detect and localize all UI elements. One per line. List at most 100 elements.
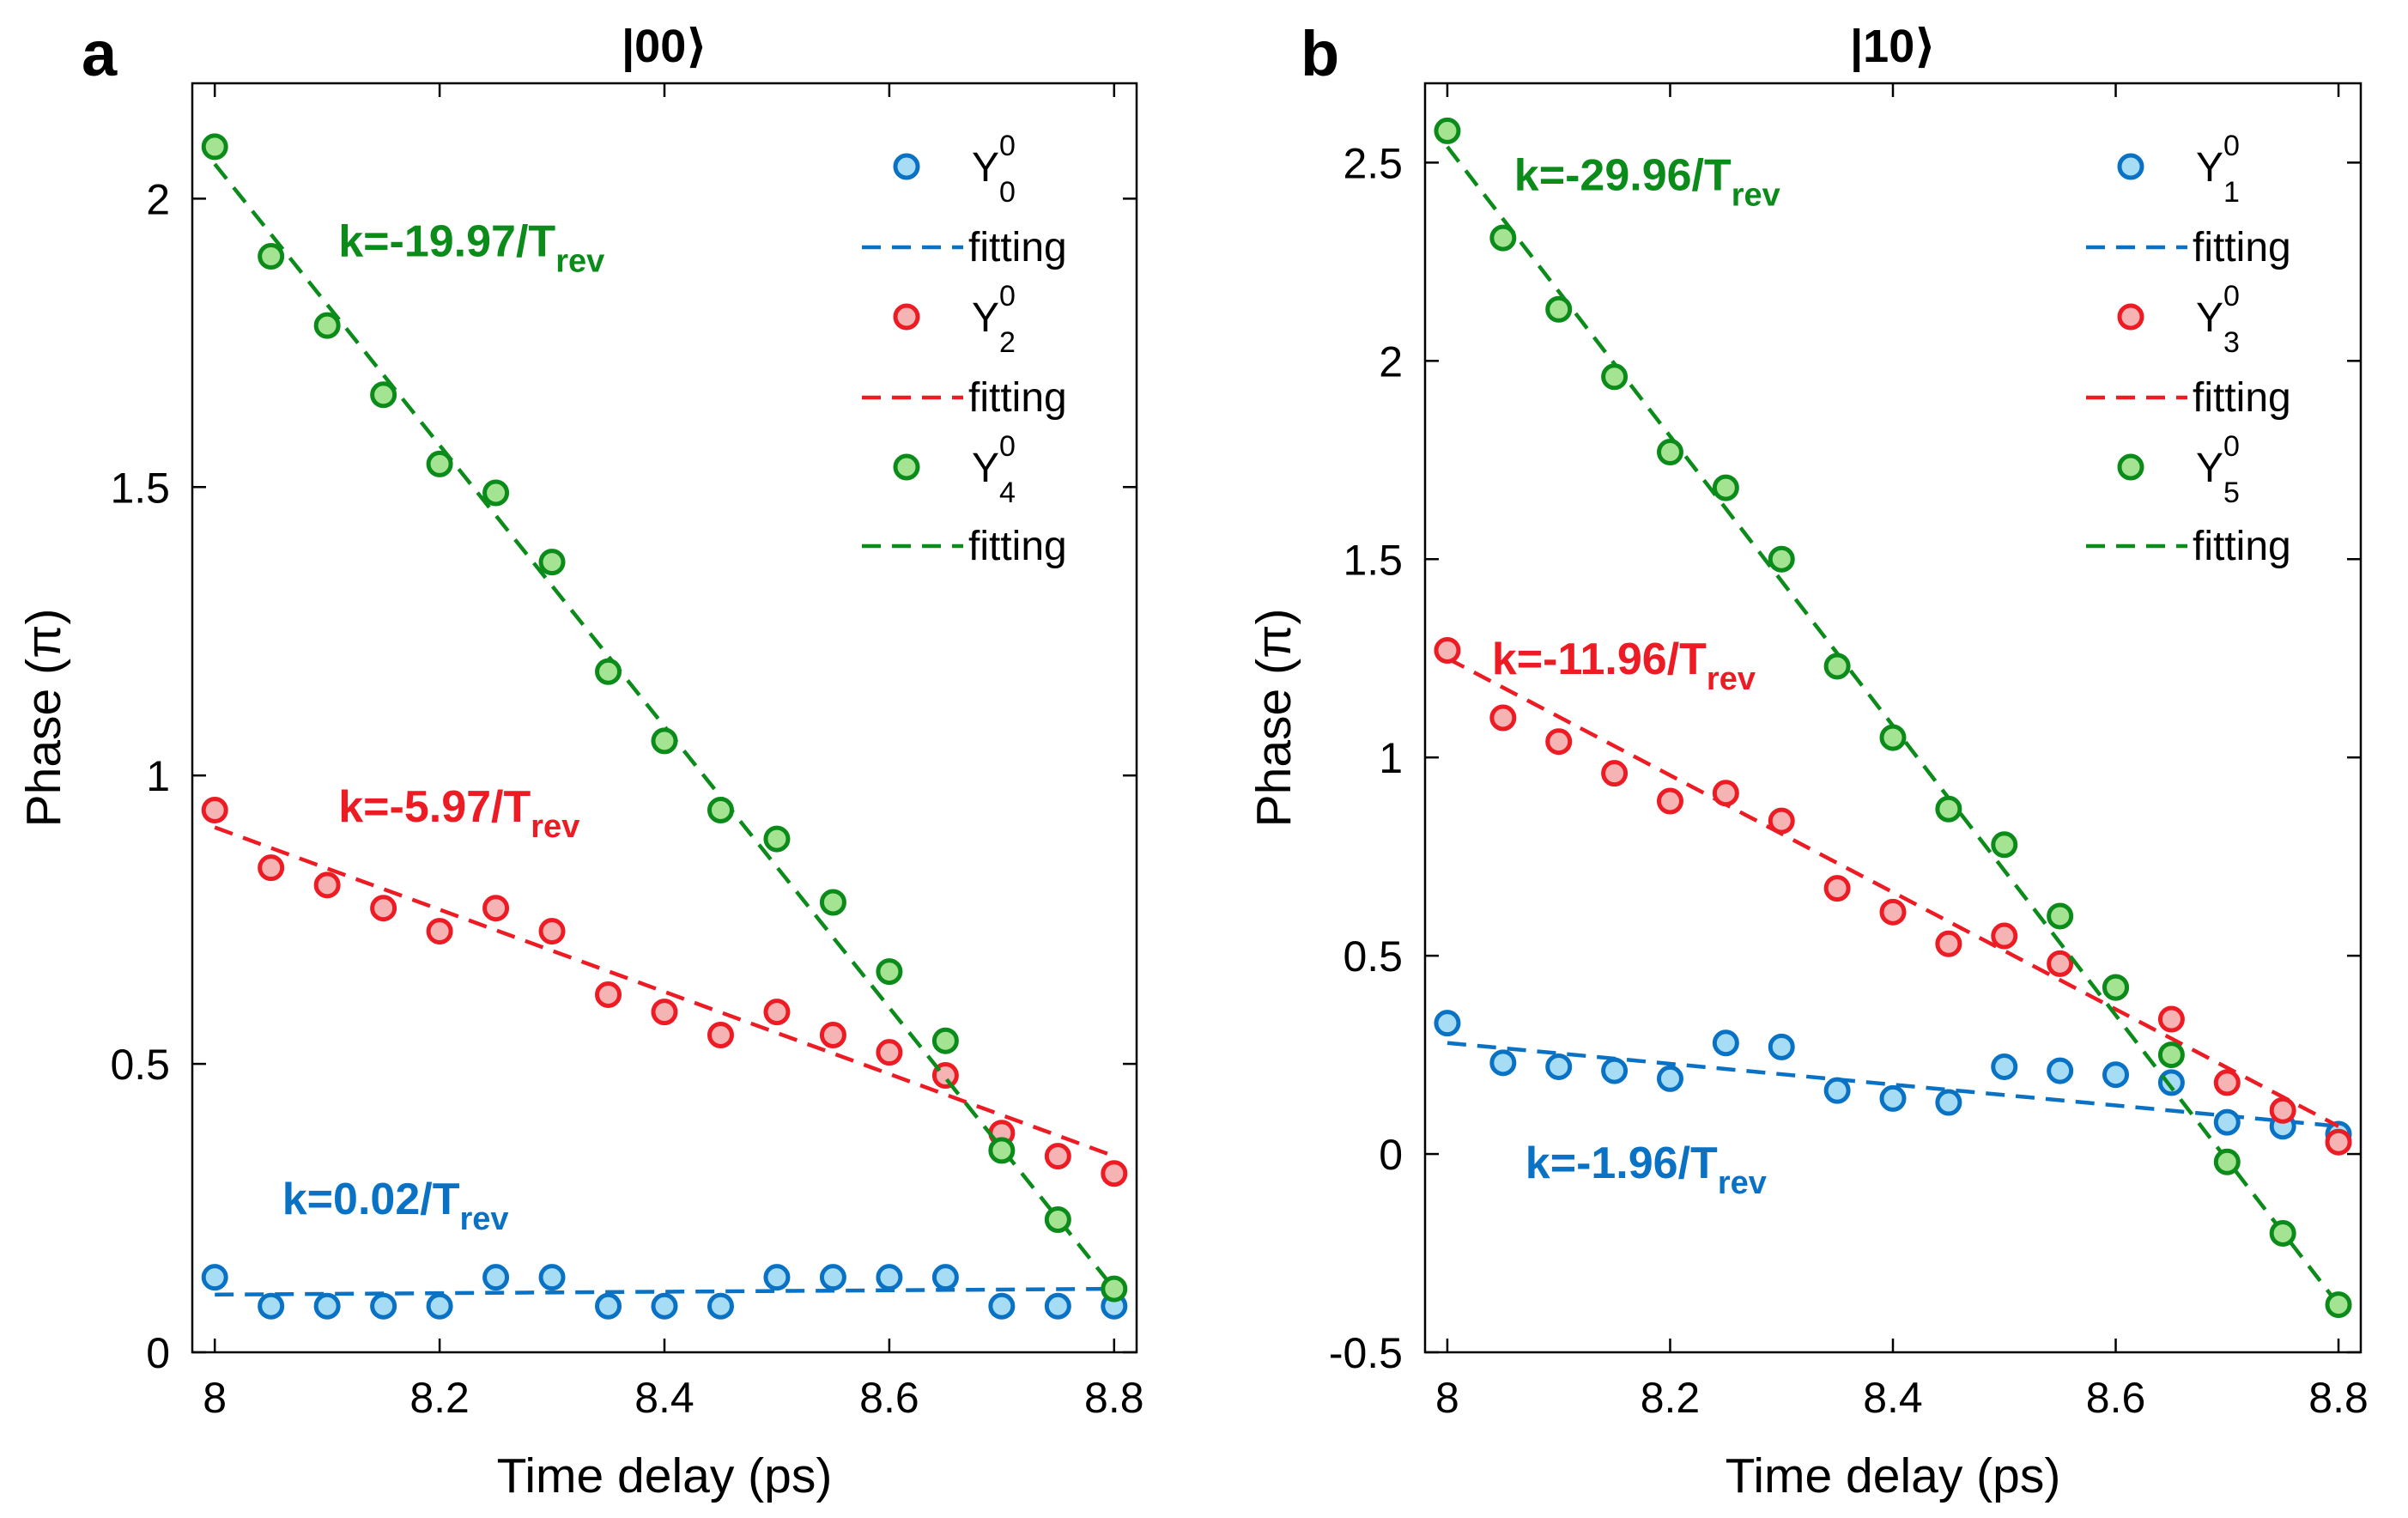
data-point [651, 1292, 678, 1320]
data-point [1823, 653, 1851, 680]
slope-annotation: k=-11.96/Trev [1492, 635, 1756, 697]
data-point [313, 1292, 341, 1320]
x-tick-label: 8.2 [1641, 1374, 1701, 1422]
slope-annotation-sub: rev [531, 809, 579, 845]
data-point [2157, 1005, 2185, 1033]
slope-annotation-sub: rev [555, 244, 604, 280]
data-point [1489, 1049, 1517, 1077]
legend-fit-label: fitting [968, 524, 1067, 569]
slope-annotation: k=-1.96/Trev [1525, 1138, 1767, 1201]
axes-frame [191, 82, 1138, 1354]
y-tick-label: 0 [146, 1329, 170, 1377]
legend-marker [893, 303, 920, 331]
panel-label: b [1301, 18, 1339, 89]
panel-b: 8 8.2 8.4 8.6 8.8 -0.5 0 0.5 1 1.5 2 2.5 Time delay … [1246, 18, 2369, 1503]
data-point [370, 1292, 397, 1320]
data-point [1879, 724, 1907, 751]
data-point [1489, 224, 1517, 252]
data-point [595, 1292, 622, 1320]
data-point [2157, 1041, 2185, 1069]
slope-annotation: k=-29.96/Trev [1514, 151, 1780, 214]
data-point [1434, 1010, 1461, 1037]
legend-label-sup: 0 [2223, 130, 2240, 162]
x-axis-label: Time delay (ps) [1726, 1448, 2061, 1503]
series-4: k=-19.97/Trev Y40 fitting [201, 133, 1128, 1302]
legend-label-sup: 0 [999, 130, 1016, 162]
y-tick-label: 2 [146, 175, 170, 223]
panel-a: 8 8.2 8.4 8.6 8.8 0 0.5 1 1.5 2 Time delay (ps) Pha… [16, 18, 1144, 1503]
legend-fit-label: fitting [968, 225, 1067, 270]
slope-annotation-sub: rev [459, 1201, 508, 1237]
data-point [538, 1264, 566, 1291]
data-point [370, 895, 397, 922]
data-point [1879, 1084, 1907, 1112]
legend-label-Y: Y [2196, 295, 2223, 341]
data-point [1601, 1057, 1629, 1084]
x-tick-label: 8.6 [859, 1374, 919, 1422]
data-point [707, 796, 734, 823]
x-tick-label: 8.8 [1084, 1374, 1144, 1422]
legend-marker [2117, 153, 2144, 180]
x-tick-label: 8.6 [2086, 1374, 2146, 1422]
legend-marker [2117, 453, 2144, 481]
data-point [651, 727, 678, 755]
data-point [1879, 898, 1907, 926]
legend-label-sup: 0 [999, 280, 1016, 313]
data-point [313, 312, 341, 339]
legend-label-sub: 2 [999, 326, 1016, 359]
data-point [1489, 704, 1517, 732]
legend-fit-label: fitting [2193, 225, 2291, 270]
y-axis-label: Phase (π) [1246, 609, 1301, 828]
data-point [1712, 780, 1739, 807]
data-point [819, 1022, 846, 1048]
legend-fit-label: fitting [968, 375, 1067, 421]
slope-annotation-sub: rev [1718, 1165, 1767, 1201]
y-tick-label: 0 [1379, 1131, 1403, 1179]
data-point [876, 1264, 903, 1291]
data-point [2325, 1128, 2352, 1156]
legend-label-Y: Y [2196, 446, 2223, 491]
legend-label: Y1 0 [2196, 130, 2240, 209]
data-point [595, 658, 622, 685]
data-point [2213, 1108, 2241, 1136]
data-point [1823, 875, 1851, 902]
y-tick-label: 0.5 [110, 1041, 170, 1089]
data-point [1991, 1053, 2018, 1080]
legend-label: Y4 0 [972, 430, 1016, 509]
x-tick-label: 8.4 [1863, 1374, 1923, 1422]
legend-label-sup: 0 [999, 430, 1016, 463]
x-tick-label: 8 [203, 1374, 227, 1422]
data-point [2102, 974, 2130, 1001]
data-point [2325, 1291, 2352, 1319]
legend-marker [893, 153, 920, 180]
legend-fit-label: fitting [2193, 375, 2291, 421]
legend-label-sub: 3 [2223, 326, 2240, 359]
legend-label-sub: 1 [2223, 176, 2240, 209]
data-point [1768, 545, 1795, 573]
x-tick-label: 8.4 [634, 1374, 694, 1422]
slope-annotation: k=-19.97/Trev [338, 217, 604, 280]
slope-annotation-sub: rev [1732, 178, 1780, 214]
data-point [2269, 1096, 2296, 1124]
data-point [651, 999, 678, 1026]
data-point [1601, 760, 1629, 787]
data-point [538, 549, 566, 576]
data-point [482, 479, 510, 507]
fit-line [214, 825, 1115, 1158]
legend-label-sup: 0 [2223, 280, 2240, 313]
data-point [1768, 1033, 1795, 1060]
data-point [1991, 831, 2018, 859]
y-tick-label: 1.5 [110, 464, 170, 512]
legend-label-sub: 4 [999, 477, 1016, 509]
data-point [1434, 117, 1461, 144]
data-point [1434, 636, 1461, 664]
data-point [482, 895, 510, 922]
slope-annotation-text: k=-29.96/T [1514, 151, 1732, 201]
legend-fit-label: fitting [2193, 524, 2291, 569]
data-point [426, 450, 453, 477]
y-axis-label: Phase (π) [16, 609, 71, 828]
data-point [1044, 1205, 1071, 1233]
legend-label-Y: Y [2196, 145, 2223, 191]
y-tick-label: 2.5 [1343, 139, 1403, 187]
